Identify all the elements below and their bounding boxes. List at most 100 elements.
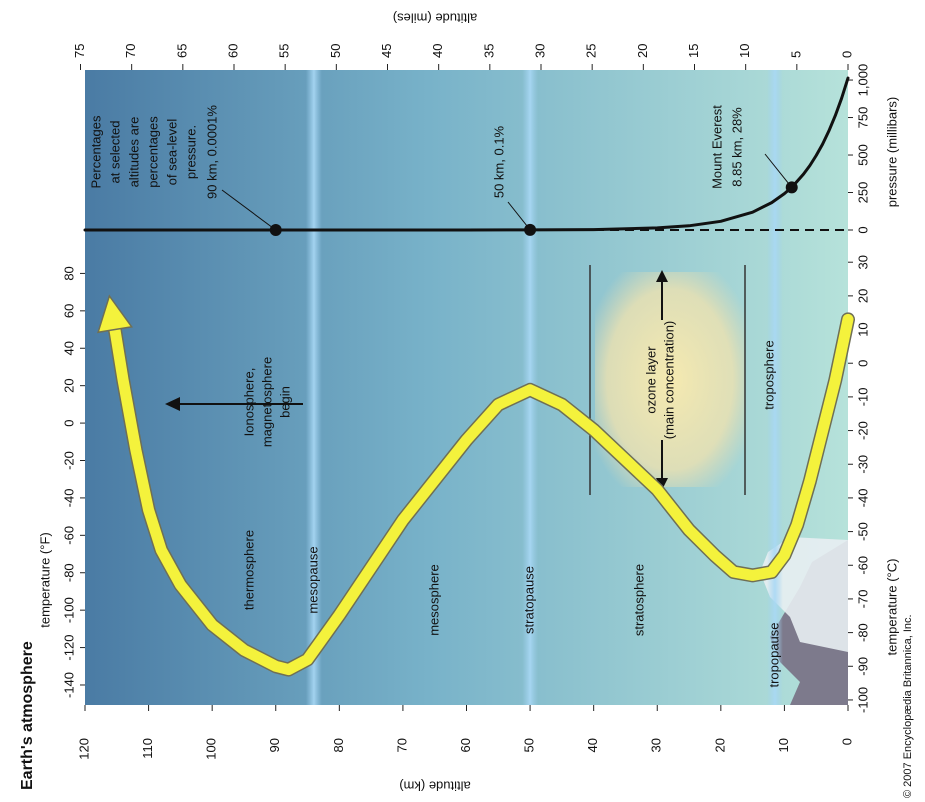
y-axis-label: altitude (km): [399, 779, 471, 794]
boundary-label: tropopause: [766, 622, 781, 687]
y-tick-label: 90: [267, 738, 282, 752]
note: percentages: [145, 116, 160, 188]
line-arrowhead: [97, 294, 133, 334]
x2-tick-label: -140: [61, 672, 76, 698]
note: at selected: [107, 121, 122, 184]
ionosphere-label: begin: [277, 386, 292, 418]
point-label: Mount Everest: [709, 105, 724, 189]
y2-tick-label: 25: [584, 44, 599, 58]
x2-tick-label: -100: [61, 597, 76, 623]
leader-line: [764, 153, 793, 188]
x-tick-label: -50: [855, 522, 870, 541]
boundary-label: mesopause: [305, 546, 320, 613]
x-tick-label: 30: [855, 255, 870, 269]
ozone-glow: [595, 272, 745, 487]
ozone-arrowhead: [656, 478, 668, 490]
point-label: 90 km, 0.0001%: [204, 105, 219, 199]
x2-tick-label: -120: [61, 635, 76, 661]
region-label: stratosphere: [631, 564, 646, 636]
pressure-axis-label: pressure (millibars): [884, 97, 899, 208]
y-tick-label: 20: [712, 738, 727, 752]
y-tick-label: 110: [140, 738, 155, 759]
y-tick-label: 100: [204, 738, 219, 760]
y-tick-label: 120: [76, 738, 91, 760]
x-tick-label: -100: [855, 687, 870, 713]
boundary-label: stratopause: [522, 566, 537, 634]
ionosphere-arrowhead: [165, 397, 180, 411]
y2-tick-label: 60: [225, 44, 240, 58]
ionosphere-label: magnetosphere: [259, 357, 274, 447]
point-label: 8.85 km, 28%: [729, 107, 744, 187]
pressure-tick-label: 1,000: [855, 64, 870, 97]
x-tick-label: -40: [855, 489, 870, 508]
y2-tick-label: 30: [532, 44, 547, 58]
x-tick-label: -30: [855, 455, 870, 474]
note: of sea-level: [164, 119, 179, 186]
x2-tick-label: 0: [61, 419, 76, 426]
y-tick-label: 50: [522, 738, 537, 752]
point: [524, 223, 537, 236]
y-tick-label: 80: [331, 738, 346, 752]
x2-axis-label: temperature (°F): [37, 532, 52, 628]
note: Percentages: [88, 115, 103, 188]
x-tick-label: 20: [855, 289, 870, 303]
x2-tick-label: 80: [61, 266, 76, 280]
point-label: 50 km, 0.1%: [491, 125, 506, 198]
x2-tick-label: -40: [61, 489, 76, 508]
y2-tick-label: 5: [788, 51, 803, 58]
point: [785, 181, 798, 194]
y2-tick-label: 35: [481, 44, 496, 58]
pressure-tick-label: 750: [855, 107, 870, 129]
x2-tick-label: -80: [61, 563, 76, 582]
region-label: troposphere: [761, 340, 776, 409]
x-tick-label: -60: [855, 556, 870, 575]
y2-tick-label: 65: [174, 44, 189, 58]
y2-tick-label: 75: [72, 44, 87, 58]
line: [109, 313, 854, 676]
ozone-label: ozone layer: [643, 346, 658, 414]
y2-tick-label: 45: [379, 44, 394, 58]
x2-tick-label: -20: [61, 451, 76, 470]
x-tick-label: -90: [855, 657, 870, 676]
leader-line: [221, 189, 277, 231]
y2-tick-label: 55: [277, 44, 292, 58]
x-tick-label: 10: [855, 322, 870, 336]
boundary-band: [766, 70, 783, 705]
credit: © 2007 Encyclopædia Britannica, Inc.: [902, 614, 914, 798]
ozone-label: (main concentration): [661, 321, 676, 440]
y-tick-label: 30: [649, 738, 664, 752]
y2-tick-label: 40: [430, 44, 445, 58]
x-tick-label: -10: [855, 387, 870, 406]
x-tick-label: 0: [855, 360, 870, 367]
pressure-tick-label: 500: [855, 144, 870, 166]
rotated-frame: Earth's atmosphere temperature (°C) temp…: [19, 11, 914, 798]
chart-title: Earth's atmosphere: [19, 641, 36, 790]
y-tick-label: 60: [458, 738, 473, 752]
x-tick-label: -80: [855, 623, 870, 642]
y2-tick-label: 70: [123, 44, 138, 58]
pressure-tick-label: 250: [855, 182, 870, 204]
ionosphere-label: Ionosphere,: [241, 368, 256, 437]
region-label: mesosphere: [426, 564, 441, 636]
x2-tick-label: 60: [61, 304, 76, 318]
pressure-tick-label: 0: [855, 226, 870, 233]
y2-tick-label: 15: [686, 44, 701, 58]
y2-tick-label: 50: [328, 44, 343, 58]
x2-tick-label: 40: [61, 341, 76, 355]
ozone-arrowhead: [656, 270, 668, 282]
y-tick-label: 70: [394, 738, 409, 752]
x2-tick-label: 20: [61, 378, 76, 392]
y-tick-label: 0: [839, 738, 854, 745]
x-tick-label: -70: [855, 590, 870, 609]
region-label: thermosphere: [241, 530, 256, 610]
x-tick-label: -20: [855, 421, 870, 440]
note: altitudes are: [126, 117, 141, 188]
x-axis-label: temperature (°C): [884, 559, 899, 656]
note: pressure.: [183, 125, 198, 179]
line: [83, 76, 850, 232]
y2-tick-label: 10: [737, 44, 752, 58]
x2-tick-label: -60: [61, 526, 76, 545]
y-tick-label: 10: [776, 738, 791, 752]
y2-tick-label: 20: [635, 44, 650, 58]
